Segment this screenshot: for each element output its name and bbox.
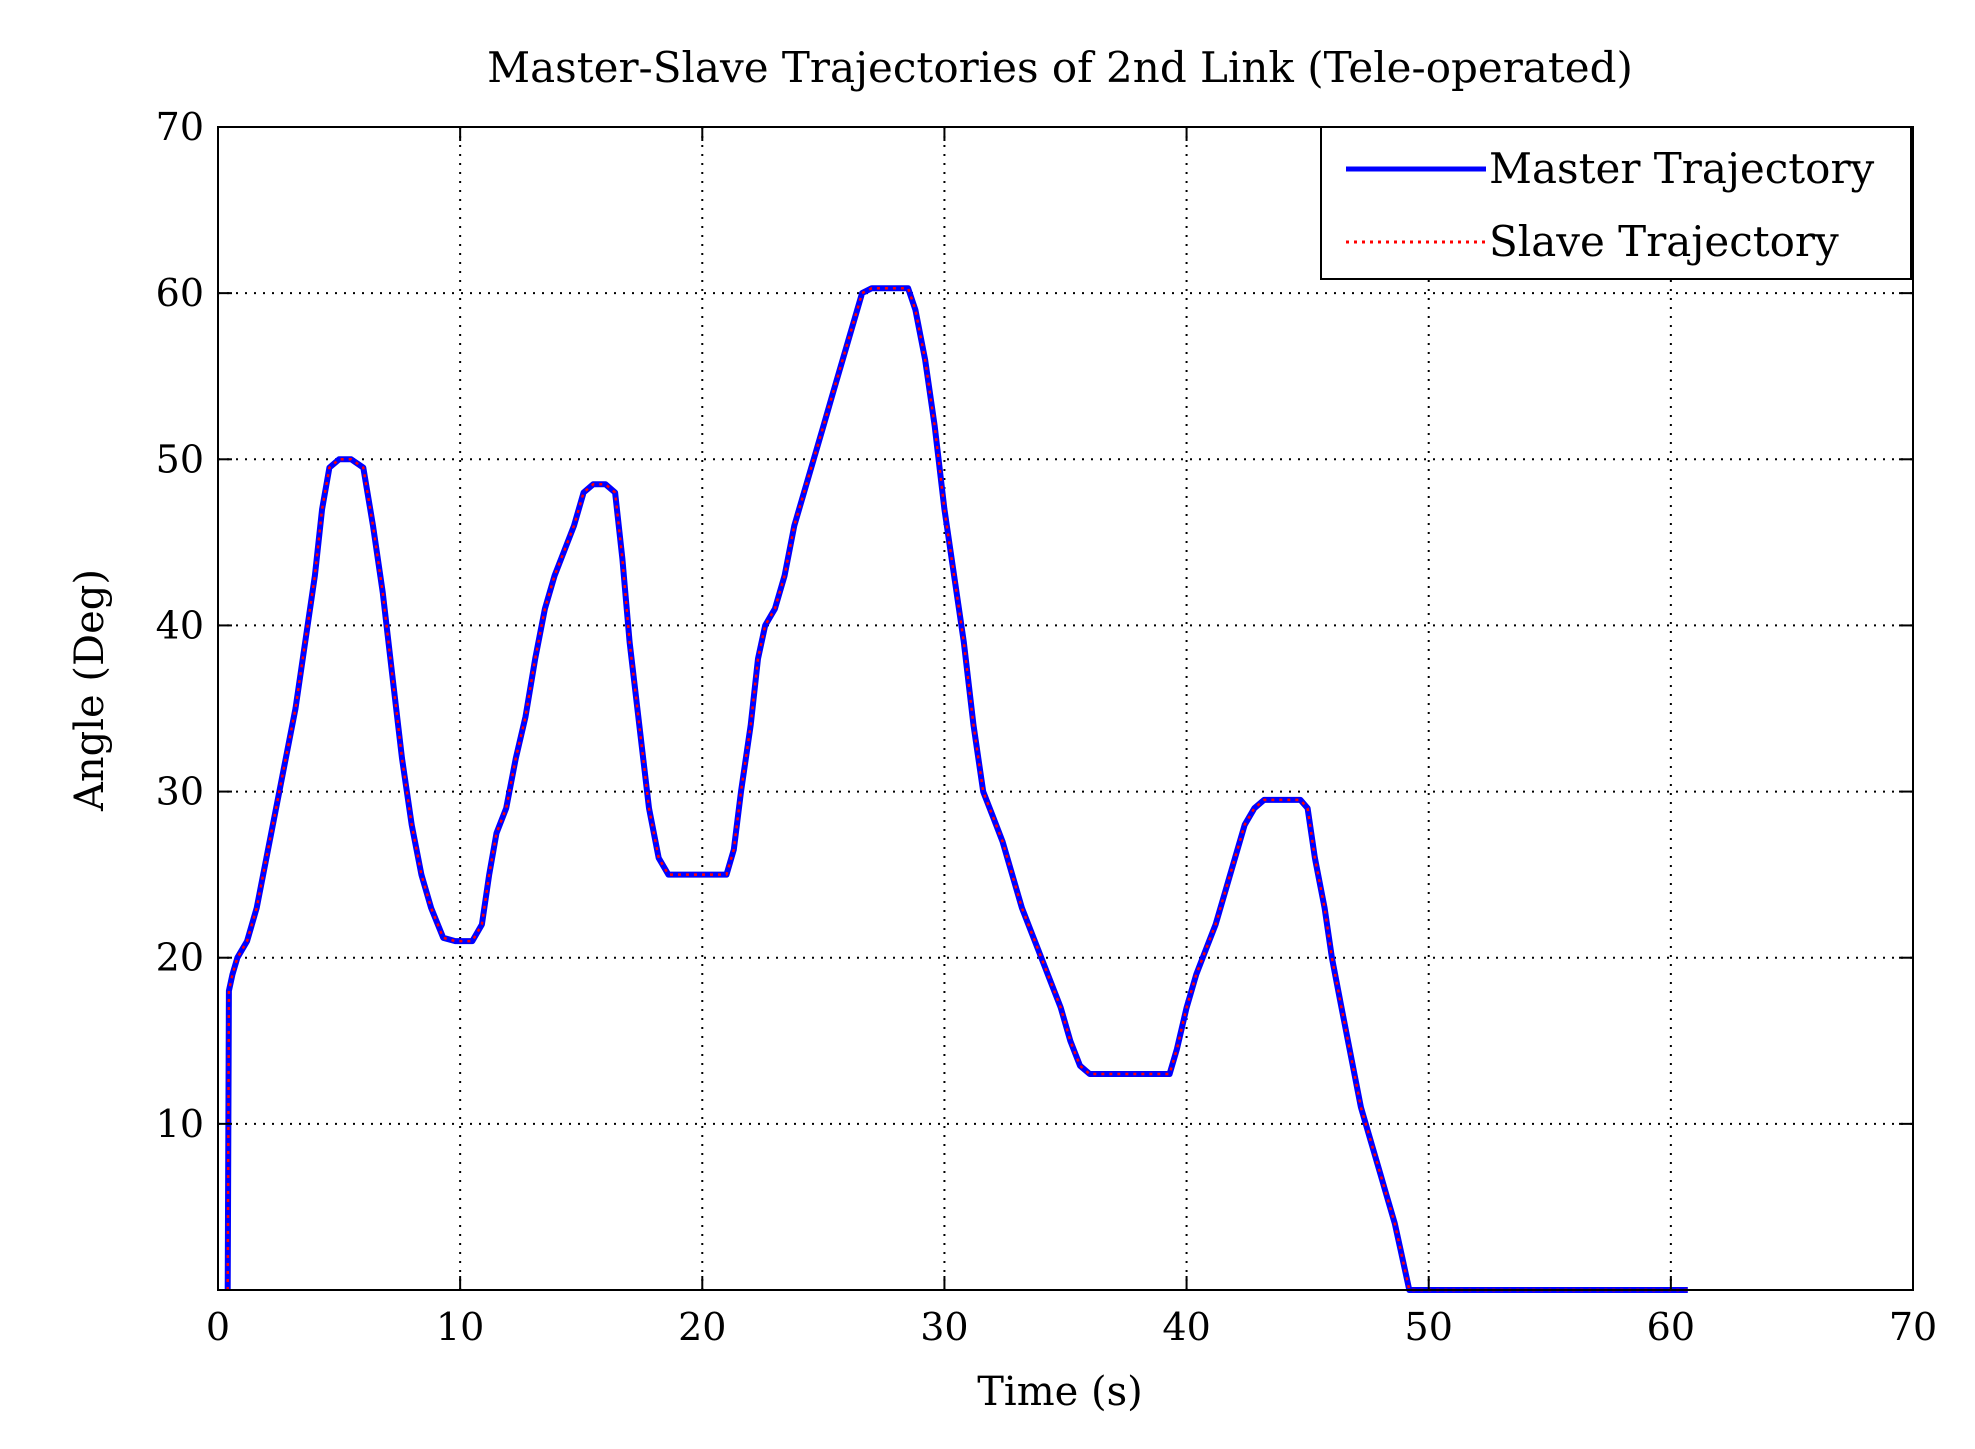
x-tick-label: 10: [436, 1305, 484, 1349]
legend: Master Trajectory Slave Trajectory: [1320, 126, 1912, 280]
axis-ticks: 0 10 20 30 40 50 60 70 10 20 30 40 50 60 70: [156, 105, 1938, 1349]
y-tick-label: 40: [156, 603, 204, 647]
y-tick-label: 70: [156, 105, 204, 149]
y-axis-label: Angle (Deg): [67, 569, 113, 812]
x-tick-label: 20: [678, 1305, 726, 1349]
y-tick-label: 20: [156, 936, 204, 980]
x-tick-label: 70: [1889, 1305, 1937, 1349]
x-tick-label: 60: [1647, 1305, 1695, 1349]
plot-area-frame: [217, 126, 1914, 1291]
x-axis-label: Time (s): [977, 1369, 1143, 1415]
slave-trajectory-line: [226, 286, 1688, 1292]
legend-label-slave: Slave Trajectory: [1489, 217, 1839, 266]
x-tick-label: 30: [920, 1305, 968, 1349]
x-tick-label: 40: [1162, 1305, 1210, 1349]
x-tick-label: 50: [1405, 1305, 1453, 1349]
y-tick-label: 60: [156, 271, 204, 315]
y-tick-label: 30: [156, 770, 204, 814]
legend-label-master: Master Trajectory: [1489, 144, 1875, 193]
grid-lines: [218, 127, 1913, 1290]
legend-box: [1320, 126, 1912, 280]
chart-title: Master-Slave Trajectories of 2nd Link (T…: [487, 43, 1633, 92]
series-layer: [224, 285, 1688, 1293]
y-tick-label: 10: [156, 1102, 204, 1146]
x-tick-label: 0: [206, 1305, 230, 1349]
y-tick-label: 50: [156, 437, 204, 481]
